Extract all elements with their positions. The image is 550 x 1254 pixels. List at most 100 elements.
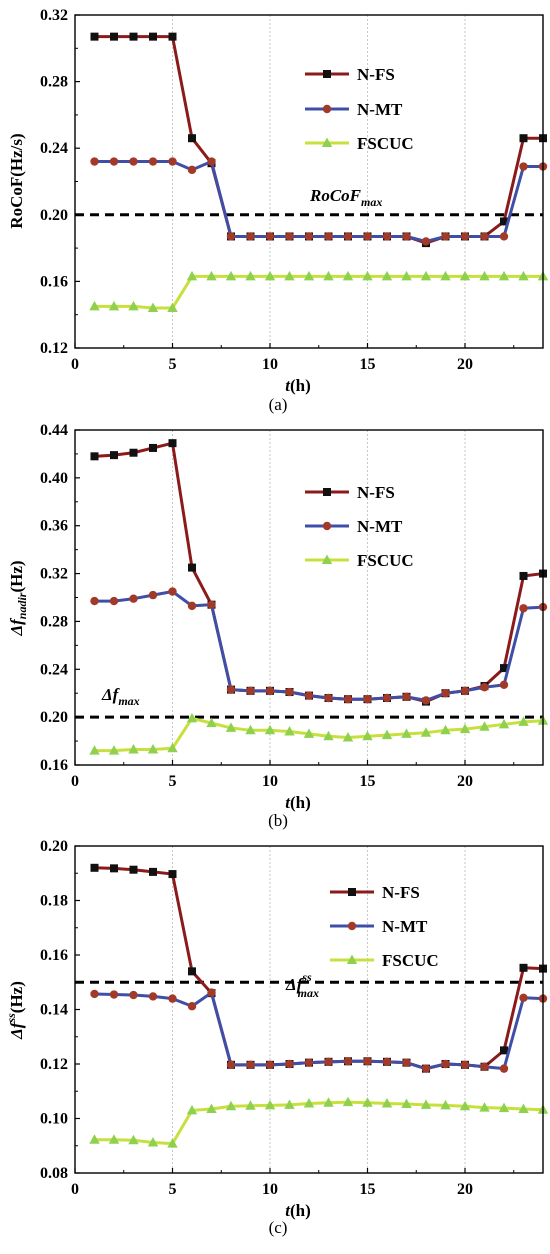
data-point	[381, 1098, 393, 1108]
data-point	[324, 693, 333, 703]
y-tick-label: 0.32	[40, 7, 68, 24]
legend-item-n-mt: N-MT	[330, 917, 428, 936]
x-tick-label: 15	[360, 356, 376, 373]
data-point	[363, 694, 372, 704]
y-tick-label: 0.16	[40, 757, 68, 774]
legend-item-fscuc: FSCUC	[305, 134, 414, 153]
data-point	[324, 1057, 333, 1067]
data-point	[420, 1099, 432, 1109]
data-point	[441, 232, 450, 241]
data-point	[284, 270, 295, 281]
legend-label: FSCUC	[357, 551, 414, 570]
data-point	[500, 217, 508, 226]
y-tick-label: 0.44	[40, 422, 68, 439]
x-tick-label: 0	[71, 773, 79, 790]
data-point	[186, 270, 198, 281]
x-tick-label: 5	[169, 356, 177, 373]
data-point	[225, 722, 237, 732]
data-point	[188, 134, 196, 143]
series-line	[94, 866, 544, 1071]
data-point	[363, 1057, 372, 1066]
legend-item-n-mt: N-MT	[305, 100, 403, 119]
chart-panel-b: Δfmax 0.16 0.20 0.24 0.28 0.32 0.36 0.40 0.44 0 5 1…	[7, 422, 549, 830]
threshold-label: Δfss max	[285, 970, 319, 1000]
data-point	[246, 232, 255, 241]
data-point	[90, 863, 99, 872]
data-point	[480, 232, 489, 241]
data-point	[129, 594, 138, 603]
data-point	[518, 1103, 529, 1113]
legend-label: N-MT	[357, 517, 403, 536]
x-tick-label: 15	[360, 1181, 376, 1198]
legend: N-FS N-MT FSCUC	[305, 65, 414, 153]
data-point	[167, 1138, 178, 1148]
data-point	[440, 270, 451, 281]
y-tick-label: 0.24	[40, 140, 68, 157]
data-point	[148, 157, 158, 166]
data-point	[421, 1064, 431, 1073]
data-point	[225, 1100, 237, 1111]
data-point	[440, 1099, 451, 1110]
data-point	[167, 742, 178, 753]
data-point	[500, 664, 508, 673]
data-point	[441, 689, 450, 698]
data-point	[89, 745, 100, 755]
y-tick-label: 0.10	[40, 1111, 68, 1128]
x-axis-label: t(h)	[285, 793, 311, 812]
data-point	[265, 1060, 275, 1070]
y-tick-label: 0.28	[40, 74, 68, 91]
legend-marker	[323, 488, 331, 496]
data-point	[129, 32, 138, 41]
y-tick-label: 0.40	[40, 470, 68, 487]
data-point	[284, 1099, 295, 1109]
data-point	[324, 232, 333, 241]
data-point	[342, 270, 354, 281]
y-tick-label: 0.20	[40, 838, 68, 855]
data-point	[168, 157, 177, 166]
data-point	[90, 452, 99, 461]
series-line	[94, 274, 543, 310]
data-point	[401, 1098, 412, 1109]
data-point	[90, 989, 99, 999]
legend-label: FSCUC	[357, 134, 414, 153]
data-point	[459, 723, 471, 734]
data-point	[110, 864, 118, 873]
data-point	[225, 270, 237, 281]
data-point	[168, 32, 177, 41]
series-fscuc	[89, 712, 549, 755]
data-point	[149, 32, 157, 41]
series-n-fs	[90, 863, 547, 1073]
data-point	[500, 1046, 508, 1055]
data-point	[245, 1100, 256, 1110]
data-point	[402, 232, 411, 241]
data-point	[479, 1102, 490, 1112]
y-tick-label: 0.36	[40, 518, 68, 535]
data-point	[187, 165, 197, 175]
y-axis-label: RoCoF(Hz/s)	[7, 133, 26, 228]
legend-label: N-FS	[357, 65, 395, 84]
data-point	[402, 1058, 411, 1067]
legend-item-fscuc: FSCUC	[305, 551, 414, 570]
legend-item-n-fs: N-FS	[330, 883, 420, 902]
y-tick-label: 0.12	[40, 340, 68, 357]
data-point	[147, 302, 159, 313]
data-point	[246, 1060, 255, 1070]
data-point	[285, 1059, 294, 1069]
y-tick-label: 0.16	[40, 947, 68, 964]
legend-label: N-FS	[357, 483, 395, 502]
x-tick-label: 5	[169, 773, 177, 790]
data-point	[168, 870, 177, 879]
data-point	[402, 692, 411, 702]
data-point	[362, 1097, 373, 1107]
series-fscuc	[89, 270, 549, 313]
data-point	[304, 691, 314, 700]
data-point	[519, 162, 528, 171]
data-point	[285, 687, 294, 697]
data-point	[420, 727, 432, 737]
data-point	[90, 32, 99, 41]
data-point	[264, 724, 276, 735]
x-tick-label: 20	[457, 773, 473, 790]
data-point	[206, 270, 217, 281]
data-point	[226, 1060, 236, 1070]
x-tick-label: 10	[262, 356, 278, 373]
